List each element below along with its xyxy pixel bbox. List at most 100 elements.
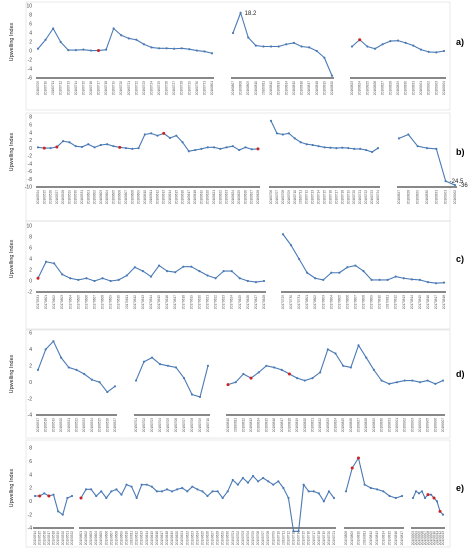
data-point-highlight (118, 145, 122, 149)
data-point (211, 490, 214, 493)
x-tick-label: 20180704 (158, 418, 162, 432)
y-tick-label: 8 (29, 115, 32, 121)
data-point (150, 132, 153, 135)
x-tick-label: 20180520 (59, 418, 63, 432)
data-point (44, 38, 47, 41)
x-tick-label: 20160831 (434, 190, 438, 204)
data-point (246, 481, 250, 484)
x-tick-label: 20160818 (315, 81, 319, 95)
data-point (219, 147, 222, 150)
data-point (254, 281, 258, 284)
x-tick-label: 20180524 (90, 418, 94, 432)
data-point (221, 496, 224, 500)
x-tick-label: 20190817 (400, 531, 404, 545)
x-tick-label: 20180702 (142, 418, 146, 432)
x-tick-label: 20170602 (52, 295, 56, 309)
x-tick-label: 20190813 (375, 531, 379, 545)
x-tick-label: 20160813 (277, 81, 281, 95)
data-point-highlight (356, 456, 360, 460)
data-point (105, 496, 108, 500)
x-tick-label: 20180907 (441, 418, 445, 432)
data-point (395, 381, 399, 384)
x-tick-label: 20190814 (381, 531, 385, 545)
x-tick-label: 20160720 (352, 190, 356, 204)
panel-border (25, 329, 451, 439)
data-point-highlight (287, 372, 291, 376)
x-tick-label: 20160608 (130, 190, 134, 204)
series-line (37, 27, 213, 54)
x-tick-label: 20190912 (438, 531, 442, 545)
data-point (426, 281, 429, 284)
data-point (67, 366, 70, 369)
data-point (113, 385, 117, 388)
y-tick-label: 6 (29, 331, 32, 337)
data-point-highlight (42, 146, 46, 150)
x-tick-label: 20190623 (190, 531, 194, 545)
x-tick-label: 20160717 (334, 190, 338, 204)
data-point (314, 277, 317, 280)
x-tick-label: 20170623 (222, 295, 226, 309)
x-tick-label: 20180709 (198, 418, 202, 432)
x-tick-label: 20160716 (328, 190, 332, 204)
x-tick-label: 20160709 (36, 81, 40, 95)
x-tick-label: 20190717 (312, 531, 316, 545)
x-tick-label: 20160829 (396, 81, 400, 95)
data-point (346, 266, 349, 269)
x-tick-label: 20190624 (195, 531, 199, 545)
x-tick-label: 20160830 (404, 81, 408, 95)
data-point (82, 48, 85, 51)
data-point (157, 264, 161, 267)
data-point (417, 492, 421, 495)
data-point (101, 277, 104, 280)
data-point (272, 483, 275, 486)
x-tick-label: 20190606 (104, 531, 108, 545)
x-tick-label: 20190906 (420, 531, 424, 545)
data-point (420, 490, 424, 493)
y-tick-label: 4 (29, 31, 32, 37)
data-point (365, 148, 368, 152)
data-point (117, 278, 120, 281)
data-point (100, 490, 103, 493)
x-tick-label: 20160713 (311, 190, 315, 204)
data-point (174, 271, 177, 274)
x-tick-label: 20160625 (237, 190, 241, 204)
data-point (143, 133, 146, 136)
x-tick-label: 20180831 (387, 418, 391, 432)
data-point (87, 143, 90, 146)
data-point (112, 27, 115, 30)
data-annotation: 18.2 (245, 11, 257, 17)
x-tick-label: 20160627 (250, 190, 254, 204)
data-point (175, 134, 178, 137)
x-tick-label: 20190809 (350, 531, 354, 545)
x-tick-label: 20170601 (44, 295, 48, 309)
y-tick-label: 8 (29, 235, 32, 241)
x-tick-label: 20160810 (254, 81, 258, 95)
data-point-highlight (426, 493, 430, 497)
x-tick-label: 20160718 (340, 190, 344, 204)
data-point (141, 270, 145, 273)
y-tick-label: -2 (28, 58, 33, 64)
data-point (170, 490, 174, 493)
data-point (156, 134, 159, 137)
data-point (411, 496, 415, 500)
panel-letter: c) (456, 254, 464, 264)
data-point (66, 496, 69, 500)
x-tick-label: 20190812 (369, 531, 373, 545)
y-axis-label: Upwelling Index (9, 354, 15, 393)
data-point (369, 486, 372, 490)
data-point (125, 483, 128, 486)
x-tick-label: 20160612 (155, 190, 159, 204)
data-point (225, 146, 228, 149)
x-tick-label: 20180902 (403, 418, 407, 432)
x-tick-label: 20160712 (305, 190, 309, 204)
x-tick-label: 20160607 (124, 190, 128, 204)
data-point (206, 494, 209, 498)
series-segment-2: 20170729 20170730 20170731 20170801 20170802… (281, 233, 446, 309)
data-point (241, 476, 245, 480)
data-point (322, 500, 325, 503)
data-point (150, 485, 153, 488)
x-tick-label: 20190626 (206, 531, 210, 545)
x-tick-label: 20180811 (234, 418, 238, 432)
x-tick-label: 20190711 (281, 531, 285, 545)
data-point (89, 49, 93, 52)
